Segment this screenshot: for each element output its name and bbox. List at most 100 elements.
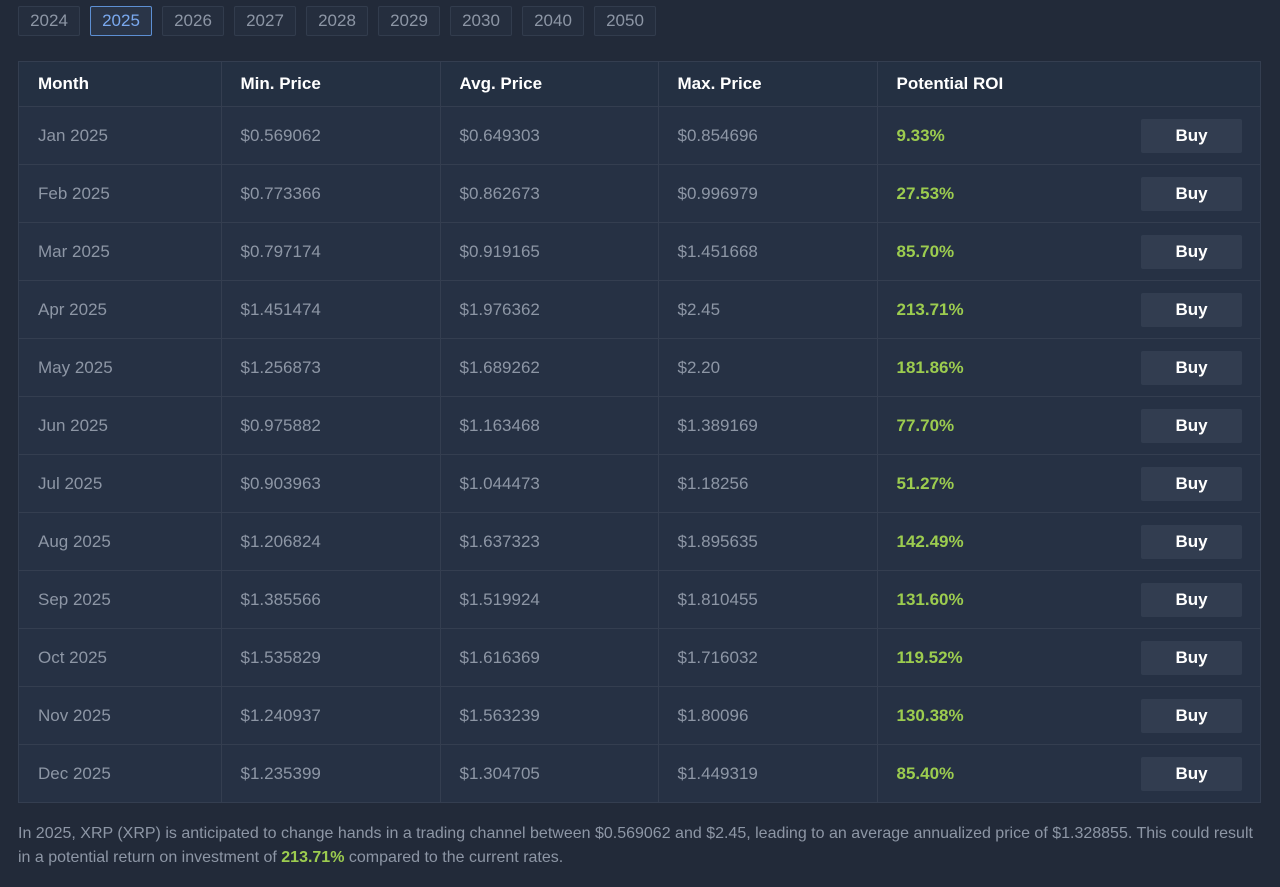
- table-row: Mar 2025 $0.797174 $0.919165 $1.451668 8…: [19, 222, 1260, 281]
- roi-value: 142.49%: [896, 531, 964, 551]
- month-cell: Dec 2025: [19, 744, 222, 802]
- column-header-max-price: Max. Price: [658, 62, 878, 107]
- buy-button[interactable]: Buy: [1141, 235, 1242, 269]
- table-row: Jan 2025 $0.569062 $0.649303 $0.854696 9…: [19, 106, 1260, 165]
- month-cell: Apr 2025: [19, 280, 222, 339]
- month-cell: Sep 2025: [19, 570, 222, 629]
- buy-button[interactable]: Buy: [1141, 699, 1242, 733]
- year-tab-2050[interactable]: 2050: [594, 6, 656, 36]
- min-price-cell: $1.535829: [221, 628, 441, 687]
- buy-button[interactable]: Buy: [1141, 525, 1242, 559]
- roi-value: 213.71%: [896, 299, 964, 319]
- roi-value: 130.38%: [896, 705, 964, 725]
- avg-price-cell: $1.689262: [440, 338, 659, 397]
- max-price-cell: $1.451668: [658, 222, 878, 281]
- table-row: Aug 2025 $1.206824 $1.637323 $1.895635 1…: [19, 512, 1260, 571]
- year-tab-2026[interactable]: 2026: [162, 6, 224, 36]
- summary-text-after: compared to the current rates.: [344, 849, 564, 866]
- column-header-month: Month: [19, 62, 222, 107]
- year-tab-2029[interactable]: 2029: [378, 6, 440, 36]
- roi-value: 119.52%: [896, 647, 963, 667]
- roi-cell: 131.60% Buy: [877, 570, 1260, 629]
- avg-price-cell: $0.919165: [440, 222, 659, 281]
- max-price-cell: $1.389169: [658, 396, 878, 455]
- max-price-cell: $1.449319: [658, 744, 878, 802]
- table-body: Jan 2025 $0.569062 $0.649303 $0.854696 9…: [19, 106, 1260, 802]
- min-price-cell: $0.975882: [221, 396, 441, 455]
- avg-price-cell: $0.862673: [440, 164, 659, 223]
- min-price-cell: $1.385566: [221, 570, 441, 629]
- min-price-cell: $1.235399: [221, 744, 441, 802]
- month-cell: Aug 2025: [19, 512, 222, 571]
- min-price-cell: $1.206824: [221, 512, 441, 571]
- month-cell: Jul 2025: [19, 454, 222, 513]
- buy-button[interactable]: Buy: [1141, 641, 1242, 675]
- year-tabs: 2024 2025 2026 2027 2028 2029 2030 2040 …: [18, 6, 656, 36]
- avg-price-cell: $1.637323: [440, 512, 659, 571]
- min-price-cell: $0.797174: [221, 222, 441, 281]
- column-header-potential-roi: Potential ROI: [877, 62, 1260, 107]
- month-cell: Oct 2025: [19, 628, 222, 687]
- buy-button[interactable]: Buy: [1141, 409, 1242, 443]
- table-row: Nov 2025 $1.240937 $1.563239 $1.80096 13…: [19, 686, 1260, 745]
- avg-price-cell: $1.976362: [440, 280, 659, 339]
- roi-cell: 142.49% Buy: [877, 512, 1260, 571]
- buy-button[interactable]: Buy: [1141, 119, 1242, 153]
- column-header-avg-price: Avg. Price: [440, 62, 659, 107]
- min-price-cell: $0.903963: [221, 454, 441, 513]
- avg-price-cell: $0.649303: [440, 106, 659, 165]
- roi-cell: 27.53% Buy: [877, 164, 1260, 223]
- buy-button[interactable]: Buy: [1141, 293, 1242, 327]
- max-price-cell: $0.854696: [658, 106, 878, 165]
- max-price-cell: $1.810455: [658, 570, 878, 629]
- max-price-cell: $1.80096: [658, 686, 878, 745]
- roi-cell: 51.27% Buy: [877, 454, 1260, 513]
- avg-price-cell: $1.563239: [440, 686, 659, 745]
- price-prediction-table: Month Min. Price Avg. Price Max. Price P…: [18, 61, 1261, 803]
- avg-price-cell: $1.616369: [440, 628, 659, 687]
- min-price-cell: $0.569062: [221, 106, 441, 165]
- month-cell: May 2025: [19, 338, 222, 397]
- year-tab-2025[interactable]: 2025: [90, 6, 152, 36]
- min-price-cell: $1.256873: [221, 338, 441, 397]
- max-price-cell: $0.996979: [658, 164, 878, 223]
- table-row: May 2025 $1.256873 $1.689262 $2.20 181.8…: [19, 338, 1260, 397]
- roi-cell: 181.86% Buy: [877, 338, 1260, 397]
- min-price-cell: $1.451474: [221, 280, 441, 339]
- buy-button[interactable]: Buy: [1141, 351, 1242, 385]
- roi-value: 27.53%: [896, 183, 955, 203]
- min-price-cell: $0.773366: [221, 164, 441, 223]
- roi-cell: 130.38% Buy: [877, 686, 1260, 745]
- roi-cell: 85.70% Buy: [877, 222, 1260, 281]
- year-tab-2028[interactable]: 2028: [306, 6, 368, 36]
- buy-button[interactable]: Buy: [1141, 177, 1242, 211]
- month-cell: Feb 2025: [19, 164, 222, 223]
- max-price-cell: $1.716032: [658, 628, 878, 687]
- roi-value: 131.60%: [896, 589, 964, 609]
- year-tab-2040[interactable]: 2040: [522, 6, 584, 36]
- table-header-row: Month Min. Price Avg. Price Max. Price P…: [19, 62, 1260, 107]
- year-tab-2024[interactable]: 2024: [18, 6, 80, 36]
- month-cell: Jun 2025: [19, 396, 222, 455]
- year-tab-2030[interactable]: 2030: [450, 6, 512, 36]
- buy-button[interactable]: Buy: [1141, 757, 1242, 791]
- table-row: Feb 2025 $0.773366 $0.862673 $0.996979 2…: [19, 164, 1260, 223]
- avg-price-cell: $1.304705: [440, 744, 659, 802]
- roi-cell: 213.71% Buy: [877, 280, 1260, 339]
- max-price-cell: $1.18256: [658, 454, 878, 513]
- summary-text-before: In 2025, XRP (XRP) is anticipated to cha…: [18, 825, 1253, 866]
- max-price-cell: $2.20: [658, 338, 878, 397]
- roi-value: 9.33%: [896, 125, 945, 145]
- month-cell: Nov 2025: [19, 686, 222, 745]
- max-price-cell: $2.45: [658, 280, 878, 339]
- year-tab-2027[interactable]: 2027: [234, 6, 296, 36]
- roi-cell: 119.52% Buy: [877, 628, 1260, 687]
- summary-roi-highlight: 213.71%: [281, 849, 345, 866]
- buy-button[interactable]: Buy: [1141, 583, 1242, 617]
- avg-price-cell: $1.519924: [440, 570, 659, 629]
- table-row: Dec 2025 $1.235399 $1.304705 $1.449319 8…: [19, 744, 1260, 802]
- table-row: Jun 2025 $0.975882 $1.163468 $1.389169 7…: [19, 396, 1260, 455]
- roi-value: 51.27%: [896, 473, 955, 493]
- buy-button[interactable]: Buy: [1141, 467, 1242, 501]
